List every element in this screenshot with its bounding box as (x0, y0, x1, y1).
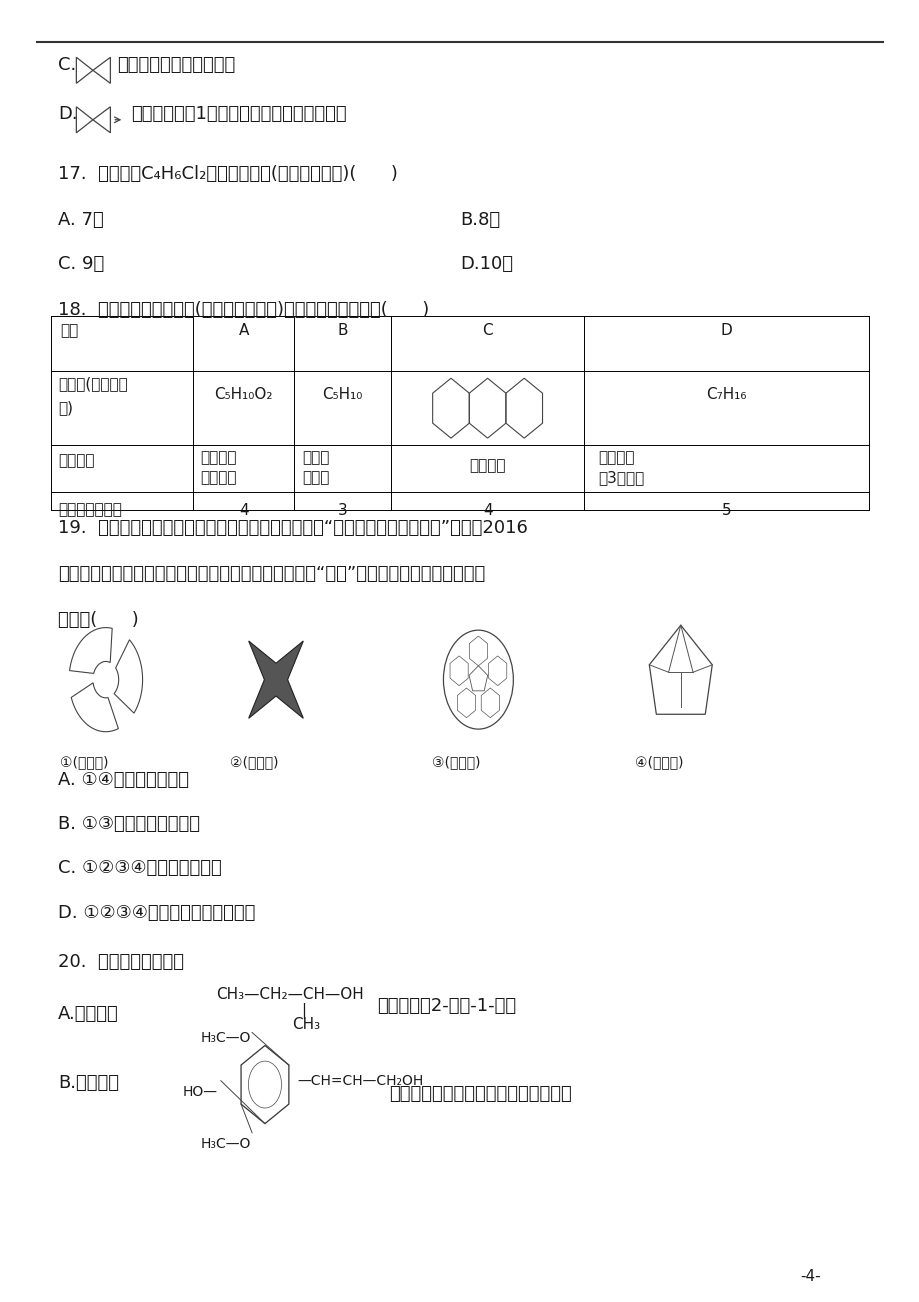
Text: ）的名称为2-甲基-1-丙醇: ）的名称为2-甲基-1-丙醇 (377, 997, 516, 1016)
Text: A. ①④互为同分异构体: A. ①④互为同分异构体 (58, 771, 188, 789)
Text: H₃C—O: H₃C—O (200, 1137, 251, 1151)
Text: C.: C. (58, 56, 76, 74)
Text: D.10种: D.10种 (460, 255, 513, 273)
Text: D: D (720, 323, 732, 339)
Text: H₃C—O: H₃C—O (200, 1031, 251, 1046)
Text: 3: 3 (337, 503, 347, 518)
Text: C₅H₁₀: C₅H₁₀ (323, 387, 362, 402)
Text: 能使溴: 能使溴 (301, 450, 329, 466)
Text: 一氯代物: 一氯代物 (469, 458, 505, 474)
Text: B: B (337, 323, 347, 339)
Text: ①(三碟烯): ①(三碟烯) (60, 755, 108, 769)
Text: B.芥子醇（: B.芥子醇（ (58, 1074, 119, 1092)
Text: 5: 5 (721, 503, 731, 518)
Text: C₇H₁₆: C₇H₁₆ (706, 387, 746, 402)
Text: 年诺贝尔化学奖。纳米分子机器日益受到关注，机器的“车轮”常用组件如下，下列说法正: 年诺贝尔化学奖。纳米分子机器日益受到关注，机器的“车轮”常用组件如下，下列说法正 (58, 565, 484, 583)
Text: D.: D. (58, 105, 77, 124)
Text: 氢钠反应: 氢钠反应 (200, 470, 237, 486)
Text: |: | (301, 1003, 306, 1018)
Polygon shape (248, 641, 303, 719)
Text: C. ①②③④均属于不饱和烃: C. ①②③④均属于不饱和烃 (58, 859, 221, 878)
Text: A. 7种: A. 7种 (58, 211, 104, 229)
Text: 的一氯代物有1种，所有碳原子均处同一平面: 的一氯代物有1种，所有碳原子均处同一平面 (130, 105, 346, 124)
Text: CH₃: CH₃ (291, 1017, 320, 1032)
Text: 19.  三位分别来自法国、美国、荷兰的科学家因研究“分子机器的设计与合成”而获得2016: 19. 三位分别来自法国、美国、荷兰的科学家因研究“分子机器的设计与合成”而获得… (58, 519, 528, 538)
Text: 所有碳原子均处同一平面: 所有碳原子均处同一平面 (117, 56, 235, 74)
Text: 4: 4 (239, 503, 248, 518)
Text: ）能发生氧化、取代、水解、加聚反应: ）能发生氧化、取代、水解、加聚反应 (389, 1085, 572, 1103)
Text: 有3个甲基: 有3个甲基 (597, 470, 643, 486)
Text: ③(富勒烯): ③(富勒烯) (432, 755, 481, 769)
Text: 水褪色: 水褪色 (301, 470, 329, 486)
Text: 选项: 选项 (60, 323, 78, 339)
Text: 18.  下列关于同分异构体(不考虑立体异构)的数目判断正确的是(      ): 18. 下列关于同分异构体(不考虑立体异构)的数目判断正确的是( ) (58, 301, 429, 319)
Text: 分子中含: 分子中含 (597, 450, 634, 466)
Text: 确的是(      ): 确的是( ) (58, 611, 139, 629)
Text: A: A (238, 323, 249, 339)
Text: 4: 4 (482, 503, 492, 518)
Text: 分子式(或结构简: 分子式(或结构简 (58, 376, 128, 392)
Text: B.8种: B.8种 (460, 211, 500, 229)
Text: B. ①③均能发生加成反应: B. ①③均能发生加成反应 (58, 815, 199, 833)
Text: -4-: -4- (800, 1269, 820, 1285)
Text: ②(扭曲烷): ②(扭曲烷) (230, 755, 278, 769)
Text: 式): 式) (58, 400, 73, 415)
Text: A.有机物（: A.有机物（ (58, 1005, 119, 1023)
Text: 17.  分子式为C₄H₆Cl₂的有机物共有(不含立体异构)(      ): 17. 分子式为C₄H₆Cl₂的有机物共有(不含立体异构)( ) (58, 165, 397, 184)
Text: D. ①②③④的一氯代物均只有一种: D. ①②③④的一氯代物均只有一种 (58, 904, 255, 922)
Text: C: C (482, 323, 493, 339)
Text: 能与碳酸: 能与碳酸 (200, 450, 237, 466)
Text: 已知条件: 已知条件 (58, 453, 95, 469)
Text: 20.  下列说法正确的是: 20. 下列说法正确的是 (58, 953, 184, 971)
Text: 同分异构体数目: 同分异构体数目 (58, 503, 121, 518)
Text: ④(金刚烷): ④(金刚烷) (634, 755, 683, 769)
Text: C. 9种: C. 9种 (58, 255, 104, 273)
Text: HO—: HO— (182, 1085, 217, 1099)
Text: C₅H₁₀O₂: C₅H₁₀O₂ (214, 387, 273, 402)
Text: —CH=CH—CH₂OH: —CH=CH—CH₂OH (297, 1074, 423, 1088)
Text: CH₃—CH₂—CH—OH: CH₃—CH₂—CH—OH (216, 987, 364, 1003)
